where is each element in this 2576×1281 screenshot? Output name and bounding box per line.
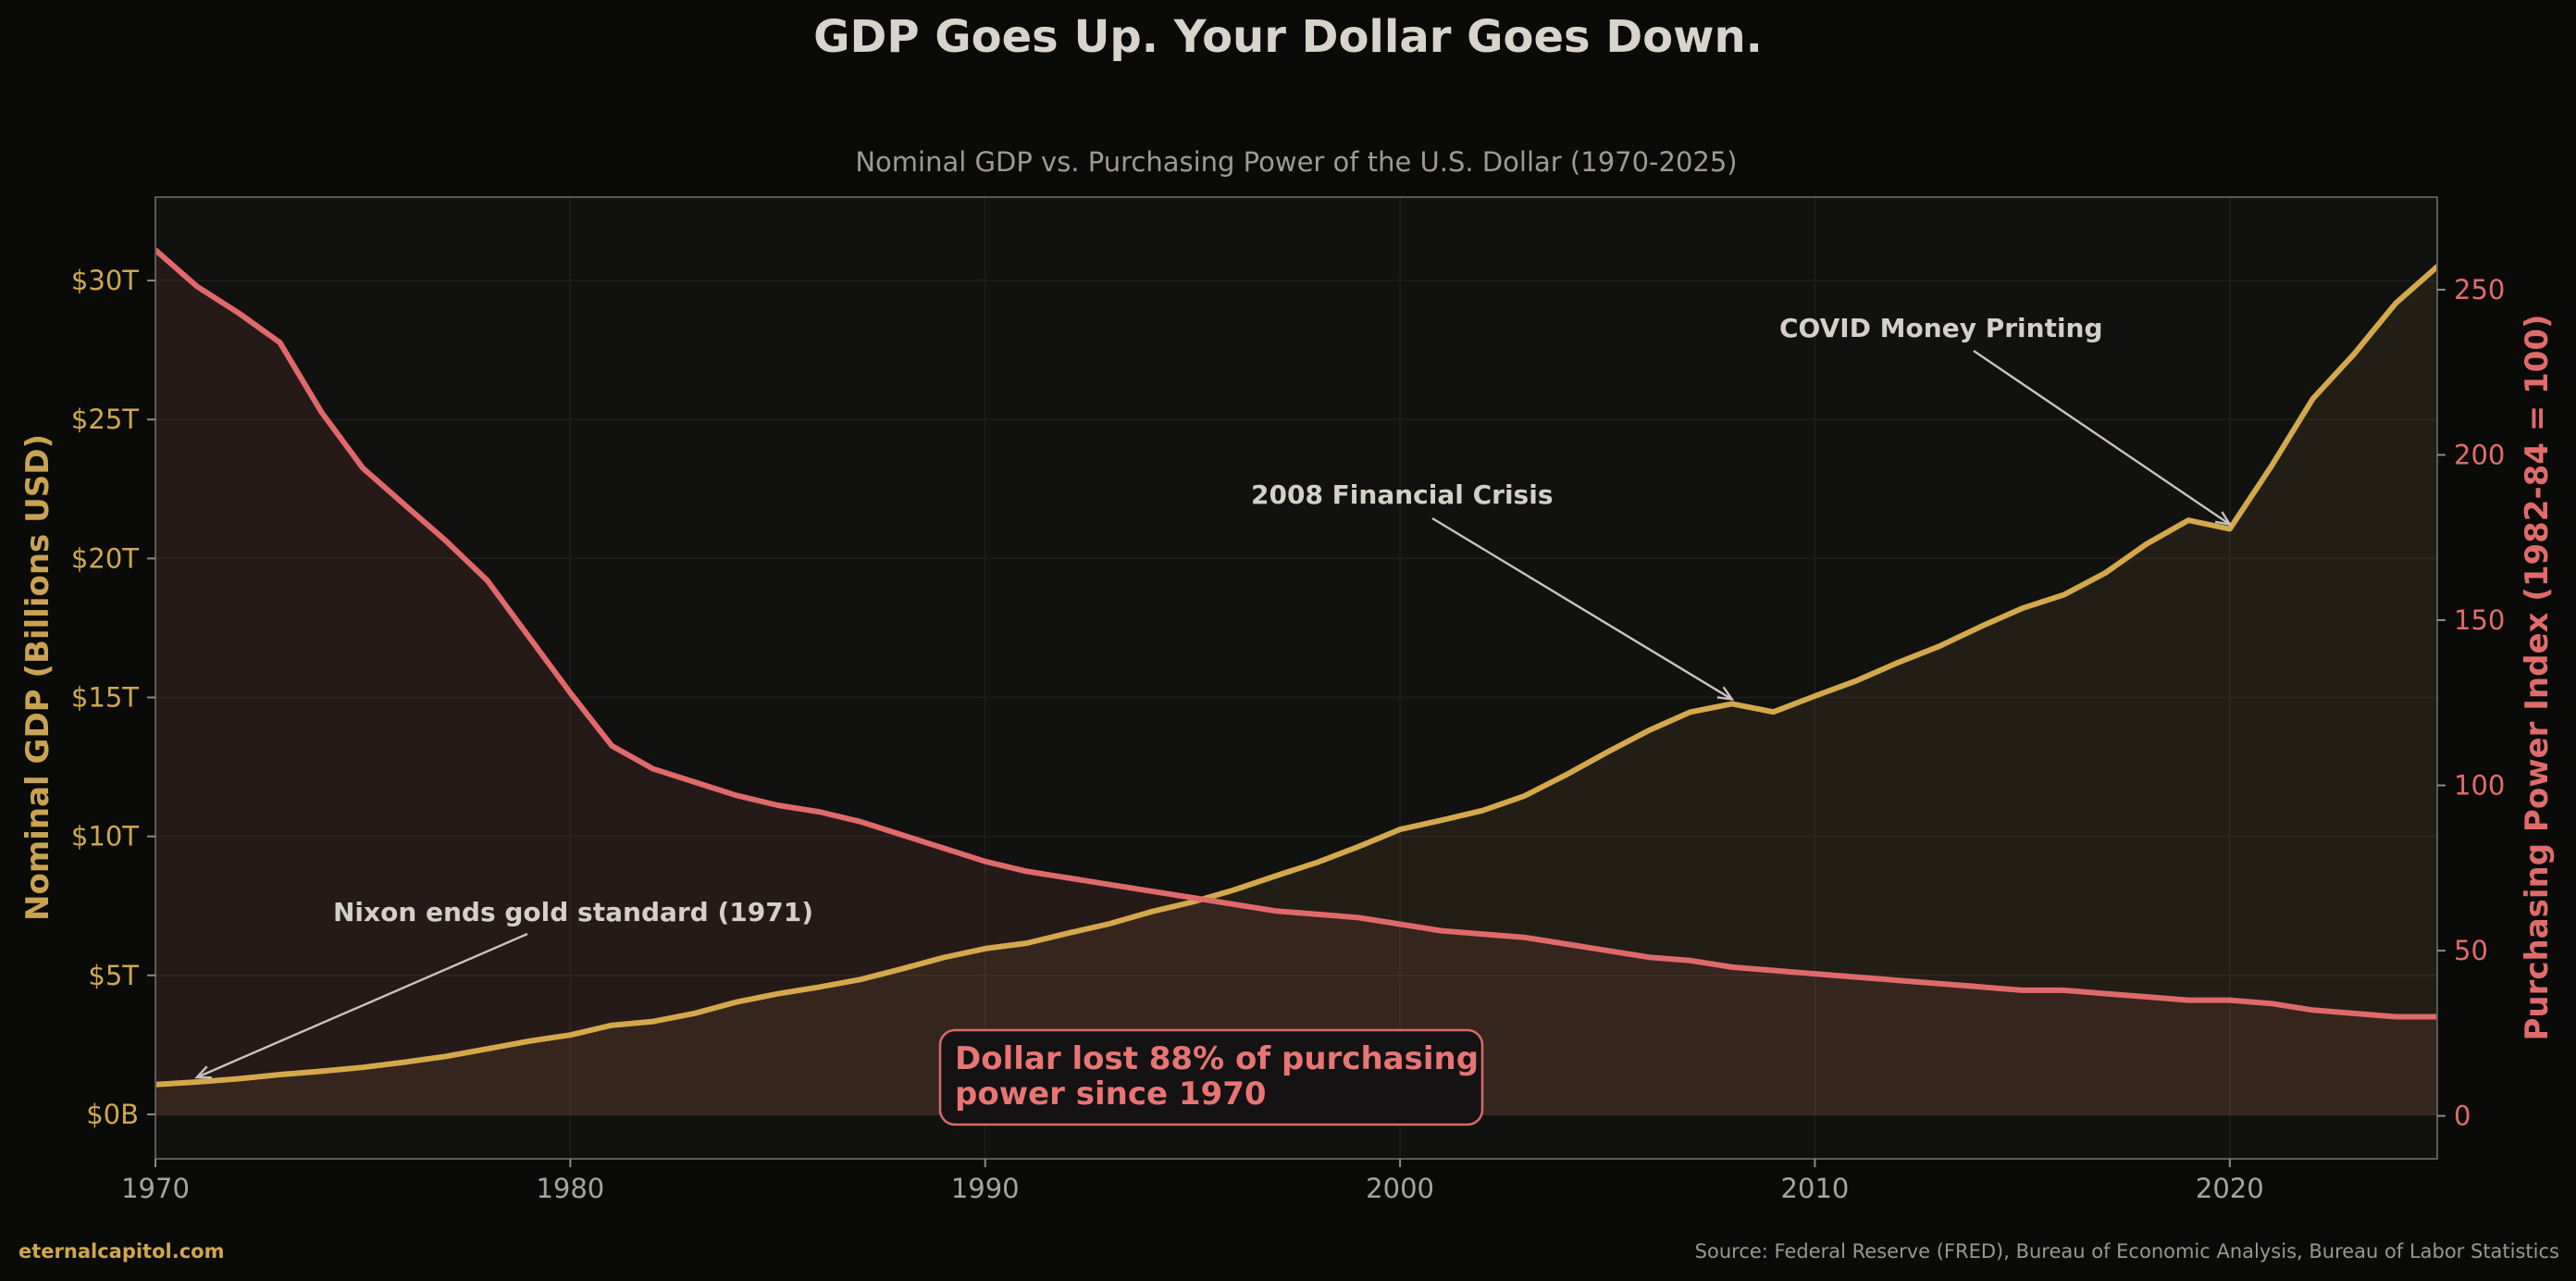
gridlines xyxy=(155,197,2437,1159)
x-tick-label: 2020 xyxy=(2196,1173,2264,1204)
left-axis-ticks: $0B $5T $10T $15T $20T $25T $30T xyxy=(71,265,155,1130)
left-tick-label: $10T xyxy=(71,821,139,852)
right-axis-ticks: 0 50 100 150 200 250 xyxy=(2437,274,2505,1132)
annotation-label: COVID Money Printing xyxy=(1779,313,2103,343)
annotation-label: Nixon ends gold standard (1971) xyxy=(333,897,813,927)
right-tick-label: 150 xyxy=(2454,604,2505,636)
plot-area xyxy=(155,197,2437,1159)
source-note: Source: Federal Reserve (FRED), Bureau o… xyxy=(1695,1240,2559,1262)
area-gdp xyxy=(155,267,2437,1114)
annotation-arrow xyxy=(1973,350,2231,526)
left-tick-label: $5T xyxy=(88,960,139,991)
left-tick-label: $25T xyxy=(71,404,139,435)
series-line-gdp xyxy=(155,264,2437,1088)
left-axis-label: Nominal GDP (Billions USD) xyxy=(19,434,56,921)
annotation-arrow xyxy=(196,932,528,1079)
series-lines xyxy=(155,247,2437,1088)
right-tick-label: 250 xyxy=(2454,274,2505,305)
annotation-label: 2008 Financial Crisis xyxy=(1251,479,1553,510)
chart-subtitle: Nominal GDP vs. Purchasing Power of the … xyxy=(855,146,1737,178)
x-tick-label: 2010 xyxy=(1781,1173,1850,1204)
right-axis-label: Purchasing Power Index (1982-84 = 100) xyxy=(2519,314,2556,1040)
series-line-purchasing-power xyxy=(155,247,2437,1020)
callout-box: Dollar lost 88% of purchasing power sinc… xyxy=(938,1028,1484,1126)
annotation-arrowhead xyxy=(2214,511,2233,527)
annotation-arrowhead xyxy=(1716,686,1735,701)
annotation-arrowhead xyxy=(194,1065,212,1079)
area-fills xyxy=(155,250,2437,1116)
x-tick-label: 2000 xyxy=(1366,1173,1434,1204)
left-tick-label: $20T xyxy=(71,542,139,574)
annotations: Nixon ends gold standard (1971) 2008 Fina… xyxy=(194,313,2233,1079)
right-tick-label: 50 xyxy=(2454,935,2488,966)
callout-line-1: Dollar lost 88% of purchasing xyxy=(955,1040,1479,1077)
annotation-arrow xyxy=(1431,516,1733,701)
callout-line-2: power since 1970 xyxy=(955,1076,1267,1113)
left-tick-label: $0B xyxy=(86,1099,139,1130)
area-purchasing-power xyxy=(155,250,2437,1116)
left-tick-label: $30T xyxy=(71,265,139,296)
x-tick-label: 1990 xyxy=(951,1173,1020,1204)
left-tick-label: $15T xyxy=(71,682,139,714)
x-tick-label: 1980 xyxy=(536,1173,604,1204)
x-axis-ticks: 1970 1980 1990 2000 2010 2020 xyxy=(121,1159,2264,1204)
plot-frame xyxy=(155,196,2438,1160)
chart-title: GDP Goes Up. Your Dollar Goes Down. xyxy=(813,11,1763,63)
right-tick-label: 100 xyxy=(2454,770,2505,802)
brand-link[interactable]: eternalcapitol.com xyxy=(19,1240,224,1262)
x-tick-label: 1970 xyxy=(121,1173,190,1204)
right-tick-label: 0 xyxy=(2454,1101,2471,1132)
right-tick-label: 200 xyxy=(2454,439,2505,470)
